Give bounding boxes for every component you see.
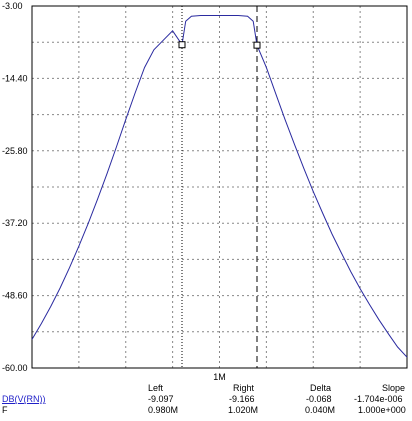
y-axis-ticks: -3.00 -14.40 -25.80 -37.20 -48.60 -60.00 — [2, 1, 28, 373]
readout-x-right: 1.020M — [228, 405, 259, 415]
cursor-readout: Left Right Delta Slope DB(V(RN)) -9.097 … — [0, 383, 412, 419]
readout-x-label: F — [2, 405, 8, 415]
readout-x-slope: 1.000e+000 — [358, 405, 406, 415]
y-tick-label: -3.00 — [2, 1, 23, 11]
readout-trace-delta: -0.068 — [306, 394, 332, 404]
cursor-markers — [178, 41, 261, 49]
cursor-lines — [181, 6, 258, 368]
readout-trace-left: -9.097 — [148, 394, 174, 404]
x-tick-label: 1M — [213, 372, 226, 382]
readout-trace-label[interactable]: DB(V(RN)) — [2, 394, 46, 404]
readout-trace-right: -9.166 — [229, 394, 255, 404]
readout-x-left: 0.980M — [148, 405, 179, 415]
grid-lines — [32, 6, 407, 368]
readout-header-left: Left — [148, 383, 164, 393]
plot-frame — [31, 5, 408, 369]
trace-line — [31, 15, 408, 358]
trace-group — [31, 15, 408, 358]
x-axis-ticks: 1M — [213, 372, 226, 382]
cursor-marker-right — [253, 41, 261, 49]
y-tick-label: -37.20 — [2, 218, 28, 228]
y-tick-label: -14.40 — [2, 73, 28, 83]
plot-area: -3.00 -14.40 -25.80 -37.20 -48.60 -60.00 1M — [2, 1, 408, 382]
readout-header-delta: Delta — [310, 383, 332, 393]
readout-trace-slope: -1.704e-006 — [354, 394, 403, 404]
readout-header-right: Right — [233, 383, 255, 393]
y-tick-label: -48.60 — [2, 291, 28, 301]
readout-x-delta: 0.040M — [305, 405, 336, 415]
y-tick-label: -25.80 — [2, 146, 28, 156]
readout-header-slope: Slope — [382, 383, 406, 393]
cursor-marker-left — [178, 41, 186, 49]
plot-border — [31, 5, 408, 369]
y-tick-label: -60.00 — [2, 363, 28, 373]
